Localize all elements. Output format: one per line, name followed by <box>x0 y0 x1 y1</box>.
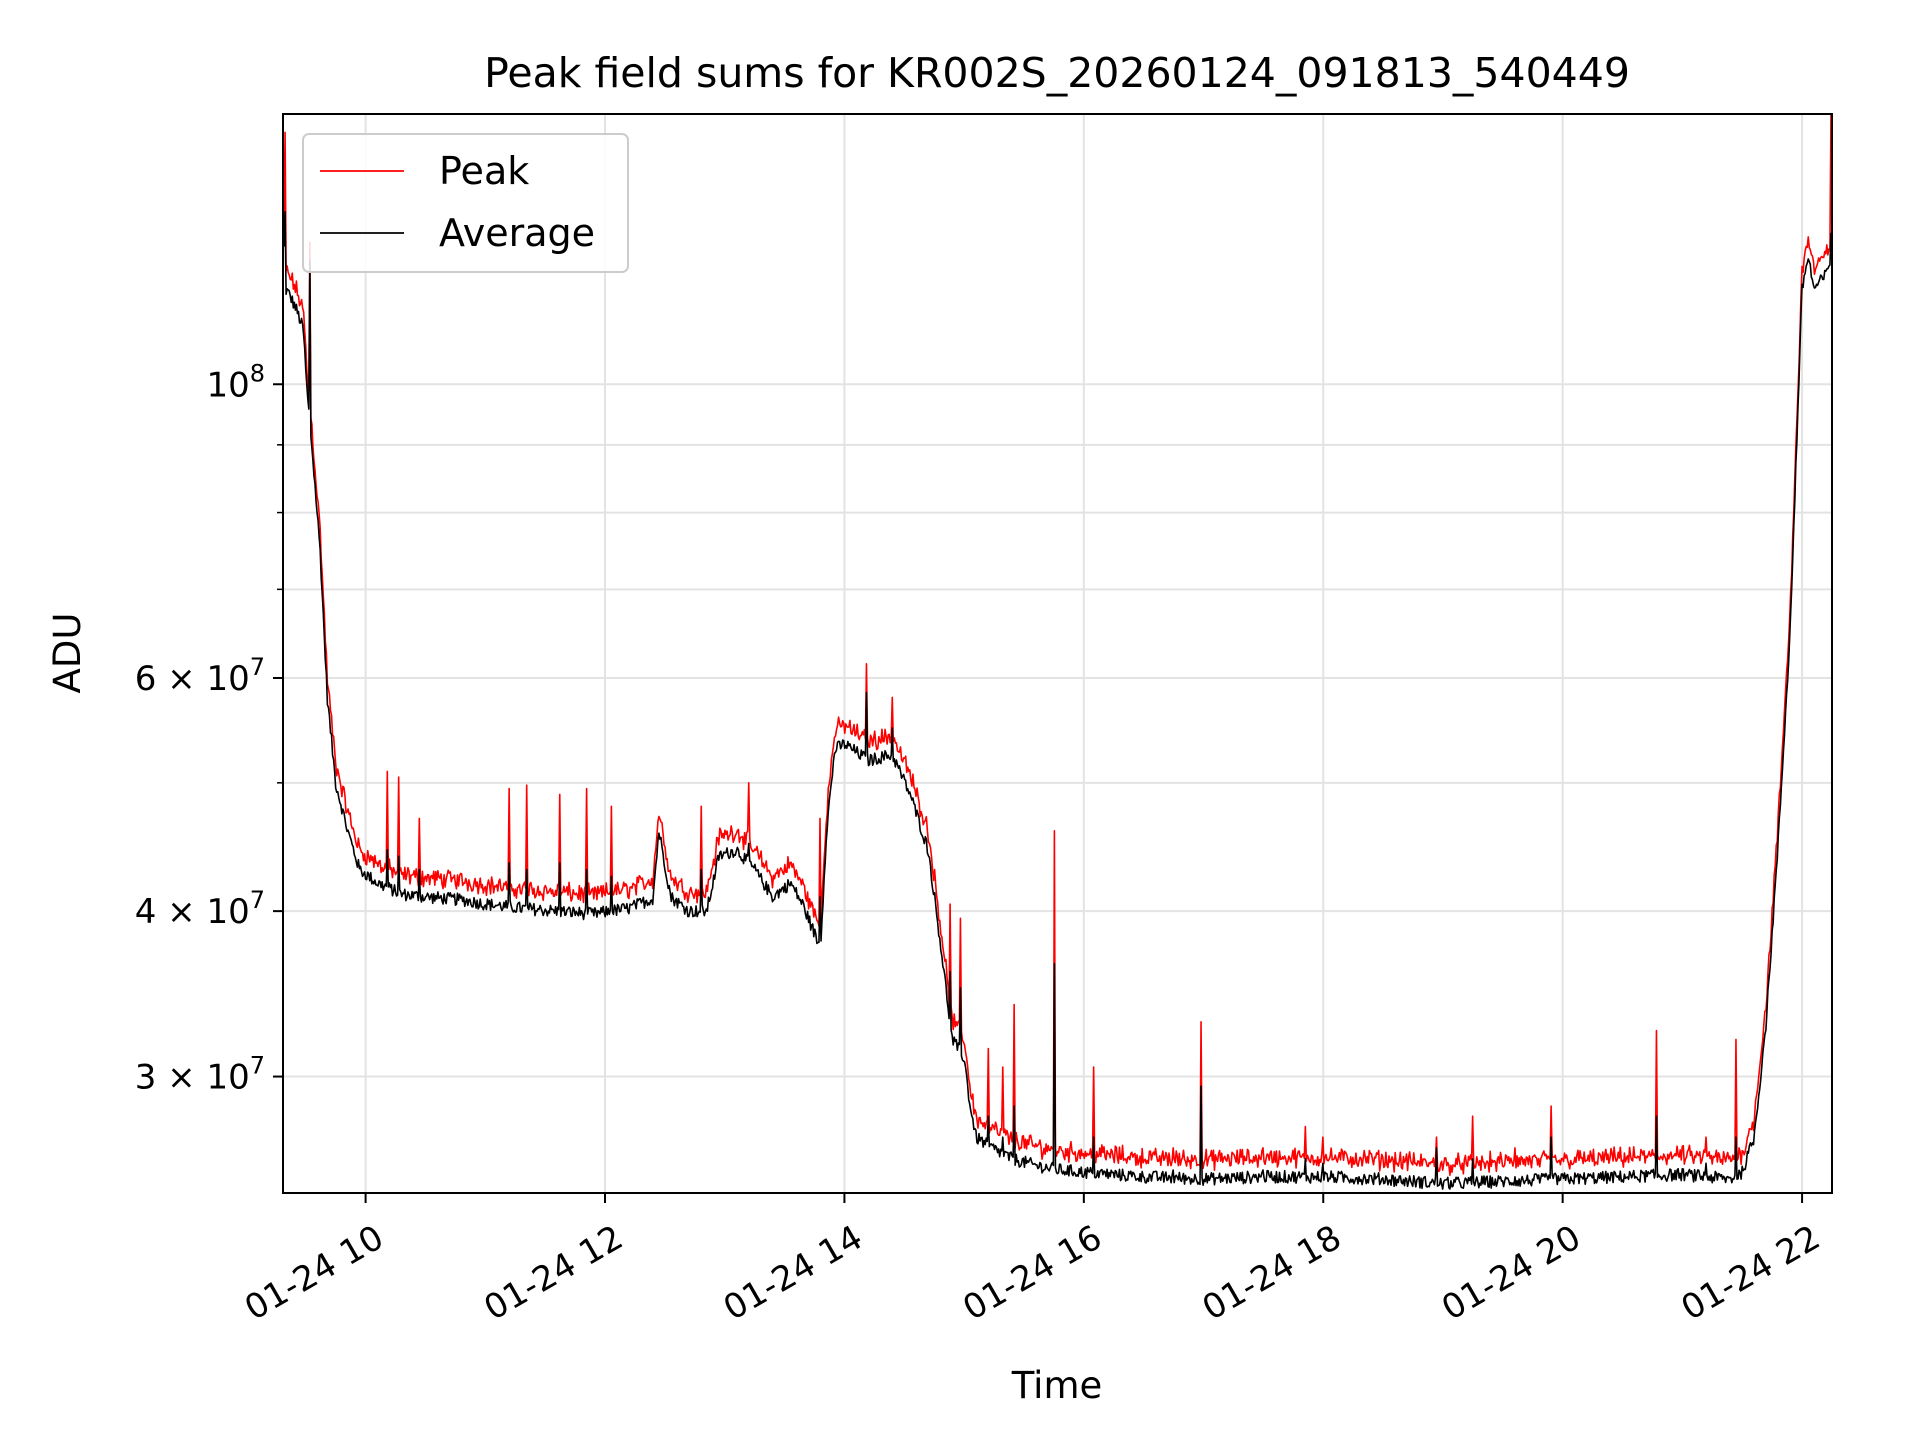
series-line-average <box>283 210 1832 1190</box>
grid <box>283 114 1832 1193</box>
legend: Peak Average <box>302 133 629 273</box>
y-axis-label: ADU <box>46 613 89 694</box>
y-tick-label: 4 × 107 <box>135 886 265 932</box>
y-tick-label: 108 <box>206 359 265 405</box>
plot-frame <box>282 113 1833 1194</box>
y-tick-label: 6 × 107 <box>135 653 265 699</box>
legend-label-average: Average <box>439 211 595 255</box>
legend-label-peak: Peak <box>439 149 529 193</box>
chart-title: Peak field sums for KR002S_20260124_0918… <box>484 49 1630 97</box>
y-tick-label: 3 × 107 <box>135 1052 265 1098</box>
legend-box <box>302 133 629 273</box>
x-axis-label: Time <box>1011 1364 1103 1407</box>
series-line-peak <box>283 114 1832 1176</box>
